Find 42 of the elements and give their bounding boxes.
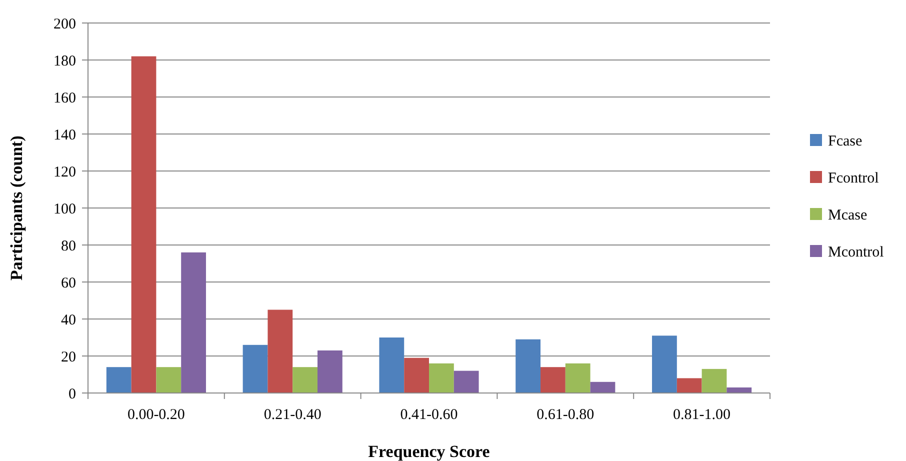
y-tick-label: 100 <box>54 201 76 218</box>
y-tick-label: 140 <box>54 127 76 144</box>
x-tick-label: 0.00-0.20 <box>127 407 185 423</box>
bar <box>156 367 182 393</box>
bar <box>131 56 156 393</box>
y-axis-title: Participants (count) <box>7 136 26 280</box>
y-tick-label: 20 <box>61 349 76 366</box>
bar <box>454 370 479 393</box>
y-tick-label: 0 <box>68 386 76 402</box>
bar <box>429 363 454 393</box>
bar <box>181 252 206 393</box>
bar <box>565 363 590 393</box>
x-axis-title: Frequency Score <box>368 442 490 461</box>
bar <box>702 368 727 393</box>
bar <box>404 358 429 393</box>
bar <box>652 336 677 393</box>
y-tick-label: 60 <box>61 275 76 292</box>
x-tick-label: 0.41-0.60 <box>400 407 458 423</box>
bar <box>676 378 702 393</box>
bar <box>106 367 132 393</box>
legend-label: Mcase <box>828 207 868 224</box>
bar <box>242 344 268 393</box>
y-tick-label: 80 <box>61 238 76 254</box>
bar <box>516 339 541 393</box>
x-tick-label: 0.81-1.00 <box>673 407 731 423</box>
bar <box>292 367 318 393</box>
bar <box>590 382 616 393</box>
bar <box>726 387 752 393</box>
legend-label: Fcase <box>828 133 862 150</box>
bar <box>268 310 293 393</box>
y-tick-label: 40 <box>61 312 76 328</box>
legend-label: Mcontrol <box>828 244 884 260</box>
y-tick-label: 120 <box>54 164 76 180</box>
y-tick-label: 200 <box>54 16 76 32</box>
x-tick-label: 0.61-0.80 <box>536 407 594 423</box>
legend-label: Fcontrol <box>828 170 879 186</box>
y-tick-label: 160 <box>54 90 76 106</box>
bar <box>317 350 342 393</box>
x-tick-label: 0.21-0.40 <box>264 407 322 423</box>
bar <box>540 367 566 393</box>
y-tick-label: 180 <box>54 53 76 70</box>
bar <box>379 338 404 393</box>
